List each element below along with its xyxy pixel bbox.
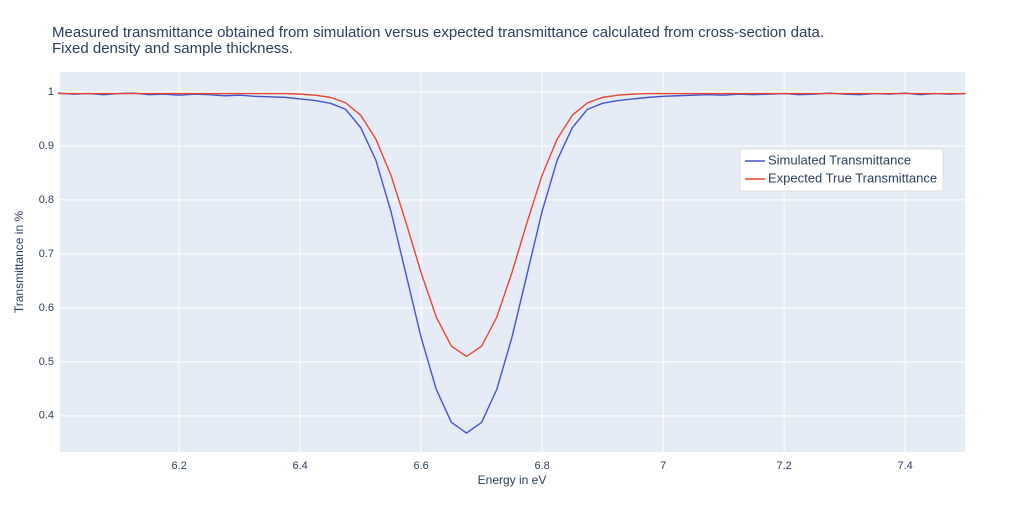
- legend-label: Simulated Transmittance: [768, 152, 911, 167]
- x-tick-label: 6.8: [534, 460, 549, 472]
- x-tick-label: 7.2: [776, 460, 791, 472]
- x-tick-label: 7.4: [897, 460, 912, 472]
- y-axis-title: Transmittance in %: [12, 211, 26, 314]
- marks: [58, 92, 966, 434]
- x-tick-label: 6.4: [293, 460, 308, 472]
- y-tick-label: 0.5: [39, 356, 54, 368]
- chart-subtitle: Fixed density and sample thickness.: [52, 40, 293, 57]
- plot-background: [60, 72, 965, 452]
- chart-title: Measured transmittance obtained from sim…: [52, 24, 824, 41]
- y-tick-label: 0.8: [39, 194, 54, 206]
- legend: Simulated Transmittance Expected True Tra…: [739, 148, 944, 192]
- x-axis-title: Energy in eV: [478, 473, 547, 487]
- y-tick-label: 0.9: [39, 140, 54, 152]
- grid: [60, 72, 965, 452]
- y-tick-label: 0.7: [39, 248, 54, 260]
- x-tick-label: 7: [660, 460, 666, 472]
- x-tick-label: 6.6: [414, 460, 429, 472]
- legend-label: Expected True Transmittance: [768, 170, 937, 185]
- y-tick-label: 1: [48, 86, 54, 98]
- x-tick-label: 6.2: [172, 460, 187, 472]
- legend-box: [739, 148, 944, 192]
- y-tick-label: 0.4: [39, 410, 54, 422]
- series-line: [58, 92, 966, 358]
- y-tick-label: 0.6: [39, 302, 54, 314]
